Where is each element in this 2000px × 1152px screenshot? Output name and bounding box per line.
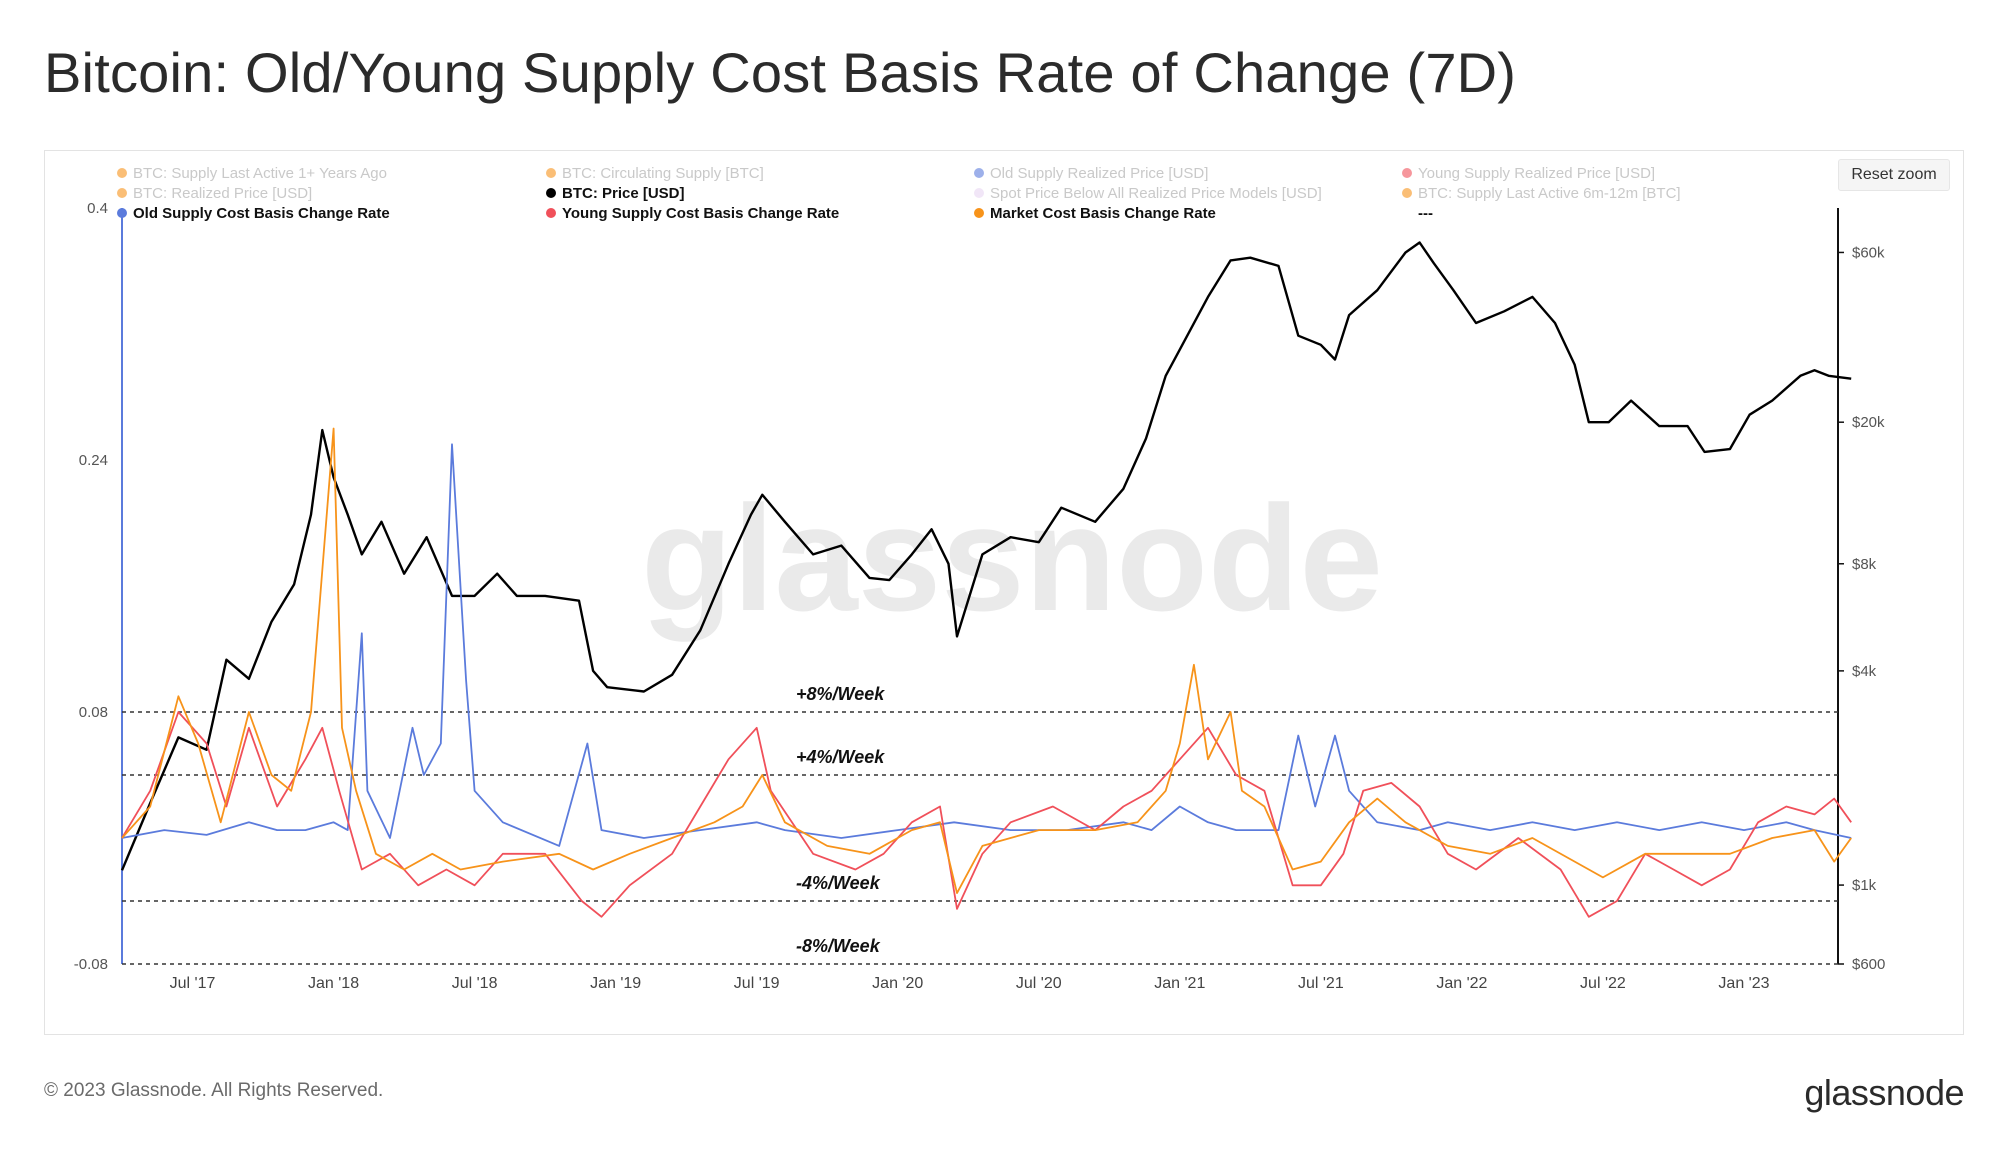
x-tick-label: Jan '20 — [872, 975, 923, 992]
legend-item[interactable]: Old Supply Cost Basis Change Rate — [117, 205, 390, 222]
legend-swatch — [1402, 168, 1412, 178]
x-tick-label: Jul '20 — [1016, 975, 1062, 992]
legend-swatch — [546, 208, 556, 218]
y-left-tick-label: 0.4 — [87, 200, 108, 217]
legend-swatch — [117, 188, 127, 198]
legend-label: Spot Price Below All Realized Price Mode… — [990, 185, 1322, 202]
legend-label: Old Supply Realized Price [USD] — [990, 165, 1208, 182]
y-left-tick-label: 0.08 — [79, 704, 108, 721]
x-tick-label: Jul '19 — [734, 975, 780, 992]
legend-item[interactable]: Young Supply Cost Basis Change Rate — [546, 205, 839, 222]
y-right-tick-label: $60k — [1852, 244, 1885, 261]
legend-label: BTC: Circulating Supply [BTC] — [562, 165, 764, 182]
legend-item[interactable]: BTC: Supply Last Active 1+ Years Ago — [117, 165, 387, 182]
legend-label: Young Supply Cost Basis Change Rate — [562, 205, 839, 222]
reference-line-label: +4%/Week — [796, 747, 885, 767]
legend-swatch — [974, 168, 984, 178]
legend-swatch — [974, 208, 984, 218]
reference-line-label: -4%/Week — [796, 873, 881, 893]
glassnode-logo: glassnode — [1804, 1072, 1964, 1113]
young-supply-cost-basis-change-rate-line — [121, 711, 1852, 918]
legend-item[interactable]: BTC: Realized Price [USD] — [117, 185, 312, 202]
legend-label: BTC: Realized Price [USD] — [133, 185, 312, 202]
legend-swatch — [546, 168, 556, 178]
chart-panel — [44, 150, 1964, 1035]
y-right-tick-label: $20k — [1852, 414, 1885, 431]
legend-item[interactable]: BTC: Price [USD] — [546, 185, 685, 202]
legend-item[interactable]: Old Supply Realized Price [USD] — [974, 165, 1208, 182]
x-tick-label: Jul '22 — [1580, 975, 1626, 992]
legend-label: Young Supply Realized Price [USD] — [1418, 165, 1655, 182]
legend-swatch — [117, 168, 127, 178]
x-tick-label: Jan '21 — [1154, 975, 1205, 992]
x-tick-label: Jan '22 — [1436, 975, 1487, 992]
legend-swatch — [1402, 188, 1412, 198]
y-left-tick-label: 0.24 — [79, 452, 108, 469]
x-tick-label: Jul '21 — [1298, 975, 1344, 992]
watermark-text: glassnode — [641, 474, 1383, 642]
legend-swatch — [546, 188, 556, 198]
legend-label: --- — [1418, 205, 1433, 222]
legend-swatch — [974, 188, 984, 198]
y-right-tick-label: $4k — [1852, 663, 1877, 680]
btc-price-usd-line — [120, 241, 1852, 871]
old-supply-cost-basis-change-rate-line — [121, 443, 1852, 847]
x-tick-label: Jan '23 — [1718, 975, 1769, 992]
legend-item[interactable]: BTC: Circulating Supply [BTC] — [546, 165, 764, 182]
reset-zoom-button[interactable]: Reset zoom — [1838, 159, 1950, 191]
legend-item[interactable]: Spot Price Below All Realized Price Mode… — [974, 185, 1322, 202]
market-cost-basis-change-rate-line — [121, 427, 1852, 894]
y-right-tick-label: $8k — [1852, 556, 1877, 573]
x-tick-label: Jan '18 — [308, 975, 359, 992]
legend-item[interactable]: Market Cost Basis Change Rate — [974, 205, 1216, 222]
legend-item[interactable]: --- — [1418, 205, 1433, 222]
legend-label: Old Supply Cost Basis Change Rate — [133, 205, 390, 222]
y-left-tick-label: -0.08 — [74, 956, 108, 973]
legend-label: Market Cost Basis Change Rate — [990, 205, 1216, 222]
copyright-text: © 2023 Glassnode. All Rights Reserved. — [44, 1080, 384, 1101]
legend-label: BTC: Supply Last Active 1+ Years Ago — [133, 165, 387, 182]
y-right-tick-label: $1k — [1852, 877, 1877, 894]
x-tick-label: Jul '18 — [452, 975, 498, 992]
reference-line-label: -8%/Week — [796, 936, 881, 956]
legend-swatch — [117, 208, 127, 218]
page-title: Bitcoin: Old/Young Supply Cost Basis Rat… — [44, 41, 1517, 104]
legend-label: BTC: Price [USD] — [562, 185, 685, 202]
legend-label: BTC: Supply Last Active 6m-12m [BTC] — [1418, 185, 1681, 202]
legend-item[interactable]: Young Supply Realized Price [USD] — [1402, 165, 1655, 182]
reference-line-label: +8%/Week — [796, 684, 885, 704]
x-tick-label: Jan '19 — [590, 975, 641, 992]
legend-item[interactable]: BTC: Supply Last Active 6m-12m [BTC] — [1402, 185, 1681, 202]
x-tick-label: Jul '17 — [170, 975, 216, 992]
y-right-tick-label: $600 — [1852, 956, 1885, 973]
